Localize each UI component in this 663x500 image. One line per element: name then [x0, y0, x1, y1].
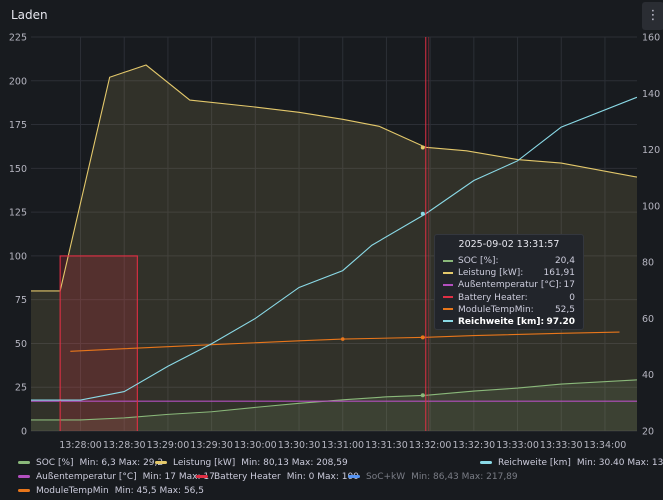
hover-marker [420, 335, 425, 340]
x-tick-label: 13:34:00 [584, 440, 627, 451]
legend-swatch [348, 475, 360, 478]
x-tick-label: 13:32:00 [409, 440, 452, 451]
axes: 0 25 50 75 100 125 150 175 200 225 20 40 60 80 100 120 1… [9, 33, 660, 452]
tooltip-row-battery-heater: Battery Heater: 0 [443, 292, 575, 304]
tooltip: 2025-09-02 13:31:57 SOC [%]: 20,4 Leistun… [434, 234, 584, 330]
y-left-tick-label: 150 [9, 164, 27, 175]
series-line-battery-heater [59, 255, 138, 431]
series-fill-soc [31, 379, 637, 431]
legend-swatch [480, 461, 492, 464]
tooltip-row-aussentemperatur: Außentemperatur [°C]: 17 [443, 279, 575, 291]
tooltip-title: 2025-09-02 13:31:57 [458, 239, 560, 250]
y-right-tick-label: 160 [642, 33, 660, 44]
y-right-tick-label: 100 [642, 201, 660, 212]
x-tick-label: 13:31:00 [321, 440, 364, 451]
y-right-tick-label: 40 [642, 370, 654, 381]
tooltip-swatch [443, 271, 453, 274]
x-tick-label: 13:30:00 [234, 440, 277, 451]
series-line-leistung-kw [31, 64, 637, 292]
x-tick-label: 13:33:30 [540, 440, 583, 451]
legend-swatch [18, 461, 30, 464]
tooltip-value: 161,91 [543, 268, 576, 279]
tooltip-swatch [443, 296, 453, 299]
legend-swatch [155, 461, 167, 464]
x-tick-label: 13:31:30 [365, 440, 408, 451]
y-left-tick-label: 25 [15, 383, 27, 394]
series-line-reichweite-km [31, 96, 637, 401]
x-tick-label: 13:29:00 [147, 440, 190, 451]
x-tick-label: 13:29:30 [190, 440, 233, 451]
tooltip-label: Reichweite [km]: [458, 316, 545, 327]
chart-canvas[interactable]: 0 25 50 75 100 125 150 175 200 225 20 40 60 80 100 120 1… [0, 0, 663, 455]
x-tick-label: 13:33:00 [496, 440, 539, 451]
legend-swatch [18, 475, 30, 478]
tooltip-row-moduletempmin: ModuleTempMin: 52,5 [443, 304, 575, 316]
hover-marker [420, 393, 425, 398]
panel-menu-icon[interactable]: ⋮ [642, 2, 663, 30]
y-right-tick-label: 120 [642, 145, 660, 156]
x-tick-label: 13:28:30 [103, 440, 146, 451]
x-tick-label: 13:32:30 [453, 440, 496, 451]
tooltip-swatch [443, 259, 453, 262]
tooltip-swatch [443, 308, 453, 311]
legend-item-aussentemperatur[interactable]: Außentemperatur [°C] Min: 17 Max: 17 [18, 472, 215, 482]
legend-item-soc[interactable]: SOC [%] Min: 6,3 Max: 29,2 [18, 458, 163, 468]
y-left-tick-label: 50 [15, 339, 27, 350]
y-left-tick-label: 75 [15, 295, 27, 306]
x-tick-label: 13:28:00 [59, 440, 102, 451]
y-left-tick-label: 225 [9, 33, 27, 44]
legend-item-battery-heater[interactable]: Battery Heater Min: 0 Max: 100 [196, 472, 359, 482]
series-fill-battery-heater [60, 255, 138, 431]
y-right-tick-label: 20 [642, 427, 654, 438]
tooltip-value: 97.20 [546, 316, 575, 327]
tooltip-label: Battery Heater: [458, 292, 528, 303]
tooltip-row-reichweite: Reichweite [km]: 97.20 [443, 316, 575, 328]
tooltip-value: 0 [569, 292, 575, 303]
y-left-tick-label: 175 [9, 120, 27, 131]
y-left-tick-label: 0 [21, 427, 27, 438]
tooltip-value: 17 [563, 280, 575, 291]
tooltip-label: Leistung [kW]: [458, 268, 524, 279]
y-right-tick-label: 80 [642, 258, 654, 269]
legend-item-moduletempmin[interactable]: ModuleTempMin Min: 45,5 Max: 56,5 [18, 486, 204, 496]
y-left-tick-label: 100 [9, 251, 27, 262]
y-left-tick-label: 200 [9, 76, 27, 87]
series-point [340, 337, 345, 341]
tooltip-row-soc: SOC [%]: 20,4 [443, 255, 575, 267]
legend-item-reichweite[interactable]: Reichweite [km]Min: 30.40 Max: 138.60 [480, 458, 663, 468]
legend-swatch [196, 475, 208, 478]
tooltip-value: 52,5 [554, 304, 575, 315]
legend-swatch [18, 489, 30, 492]
legend-item-socxkw[interactable]: SoC+kW Min: 86,43 Max: 217,89 [348, 472, 518, 482]
tooltip-label: SOC [%]: [458, 256, 499, 266]
crosshair [340, 37, 430, 431]
y-right-tick-label: 60 [642, 314, 654, 325]
tooltip-label: Außentemperatur [°C]: [458, 280, 562, 291]
tooltip-value: 20,4 [554, 256, 575, 266]
series-fill-leistung-kw [31, 65, 637, 431]
y-right-tick-label: 140 [642, 89, 660, 100]
tooltip-label: ModuleTempMin: [458, 304, 534, 315]
panel-title: Laden [11, 8, 48, 22]
series-fills [31, 65, 637, 431]
hover-marker [420, 211, 425, 216]
tooltip-swatch [443, 283, 453, 286]
legend: SOC [%] Min: 6,3 Max: 29,2 Leistung [kW] M… [0, 455, 663, 500]
tooltip-row-leistung: Leistung [kW]: 161,91 [443, 267, 575, 279]
y-left-tick-label: 125 [9, 208, 27, 219]
tooltip-swatch [443, 320, 453, 323]
x-tick-label: 13:30:30 [278, 440, 321, 451]
hover-marker [420, 145, 425, 150]
legend-item-leistung[interactable]: Leistung [kW] Min: 80,13 Max: 208,59 [155, 458, 348, 468]
